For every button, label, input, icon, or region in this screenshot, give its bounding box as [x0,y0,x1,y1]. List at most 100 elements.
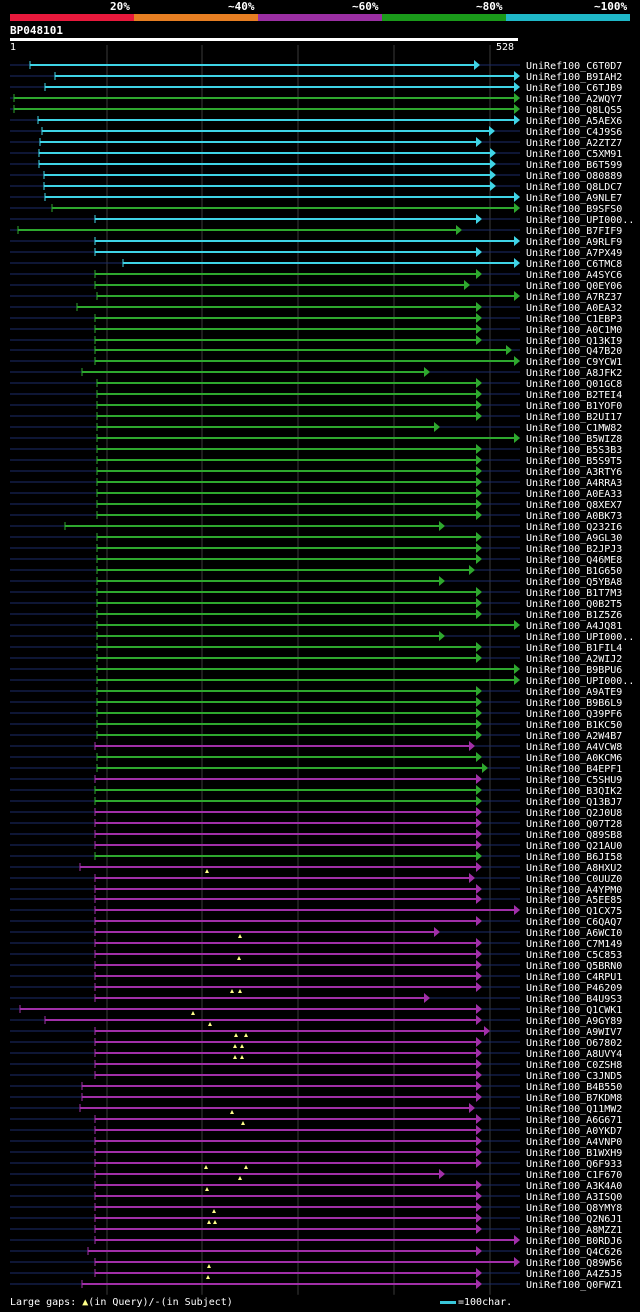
query-gap-marker-icon [238,1176,242,1180]
hit-label: UniRef100_Q0EY06 [526,281,622,292]
hit-arrow-icon [514,620,520,630]
hit-label: UniRef100_B1YOF0 [526,401,622,412]
hit-label: UniRef100_B5WIZ8 [526,434,622,445]
hit-label: UniRef100_B1WXH9 [526,1148,622,1159]
hit-arrow-icon [514,905,520,915]
hit-label: UniRef100_C9YCW1 [526,357,622,368]
hit-arrow-icon [476,653,482,663]
hit-arrow-icon [476,1213,482,1223]
query-gap-marker-icon [230,989,234,993]
query-gap-marker-icon [240,1044,244,1048]
hit-label: UniRef100_Q6F933 [526,1159,622,1170]
hit-arrow-icon [439,576,445,586]
hit-arrow-icon [476,1004,482,1014]
hit-label: UniRef100_C0UUZ0 [526,874,622,885]
hit-label: UniRef100_A4VCW8 [526,742,622,753]
hit-arrow-icon [476,916,482,926]
hit-label: UniRef100_B0RDJ6 [526,1236,622,1247]
hit-arrow-icon [506,345,512,355]
hit-label: UniRef100_UPI000.. [526,632,634,643]
hit-label: UniRef100_B1KC50 [526,720,622,731]
hit-arrow-icon [476,807,482,817]
hit-arrow-icon [514,1257,520,1267]
hit-arrow-icon [476,982,482,992]
hit-label: UniRef100_UPI000.. [526,215,634,226]
query-gap-marker-icon [205,869,209,873]
hit-label: UniRef100_A4SYC6 [526,270,622,281]
legend-label-40: ~40% [228,0,255,13]
hit-label: UniRef100_A5AEX6 [526,116,622,127]
query-gap-marker-icon [244,1033,248,1037]
hit-arrow-icon [476,686,482,696]
hit-arrow-icon [476,400,482,410]
scale-swatch-icon [440,1300,456,1304]
hit-label: UniRef100_Q1CX75 [526,906,622,917]
hit-label: UniRef100_C7M149 [526,939,622,950]
legend-bar-100 [506,14,630,21]
hit-arrow-icon [456,225,462,235]
hit-label: UniRef100_B5S3B3 [526,445,622,456]
hit-arrow-icon [476,1081,482,1091]
query-gap-marker-icon [207,1220,211,1224]
hit-arrow-icon [476,774,482,784]
hit-label: UniRef100_Q8LQS5 [526,105,622,116]
query-gap-marker-icon [191,1011,195,1015]
query-gap-marker-icon [238,934,242,938]
hit-label: UniRef100_Q13BJ7 [526,797,622,808]
hit-label: UniRef100_A0BK73 [526,511,622,522]
hit-arrow-icon [476,598,482,608]
hit-label: UniRef100_B6JI58 [526,852,622,863]
hit-arrow-icon [476,1114,482,1124]
hit-arrow-icon [469,565,475,575]
hit-arrow-icon [514,104,520,114]
query-gap-icon: ▲ [82,1297,89,1308]
hit-arrow-icon [476,1224,482,1234]
hit-arrow-icon [476,1246,482,1256]
hit-arrow-icon [476,313,482,323]
query-name: BP048101 [10,24,63,37]
hit-label: UniRef100_B9B6L9 [526,698,622,709]
hit-arrow-icon [514,664,520,674]
hit-arrow-icon [476,796,482,806]
hit-label: UniRef100_Q11MW2 [526,1104,622,1115]
hit-arrow-icon [439,631,445,641]
hit-arrow-icon [476,971,482,981]
hit-arrow-icon [490,148,496,158]
ruler-start-label: 1 [10,42,17,53]
hit-arrow-icon [476,335,482,345]
hit-arrow-icon [514,71,520,81]
hit-label: UniRef100_Q5BRN0 [526,961,622,972]
hit-arrow-icon [514,236,520,246]
hit-arrow-icon [476,554,482,564]
query-gap-marker-icon [207,1264,211,1268]
hit-arrow-icon [476,444,482,454]
hit-label: UniRef100_Q0FWZ1 [526,1280,622,1291]
hit-label: UniRef100_Q07T28 [526,819,622,830]
hit-label: UniRef100_P46209 [526,983,622,994]
query-gap-marker-icon [213,1220,217,1224]
hit-label: UniRef100_A3K4A0 [526,1181,622,1192]
hit-label: UniRef100_C5XM91 [526,149,622,160]
hit-label: UniRef100_A7PX49 [526,248,622,259]
hit-label: UniRef100_C6T0D7 [526,61,622,72]
hit-label: UniRef100_B2TEI4 [526,390,622,401]
hit-arrow-icon [476,719,482,729]
query-gap-marker-icon [234,1033,238,1037]
hit-label: UniRef100_Q13KI9 [526,336,622,347]
query-gap-marker-icon [212,1209,216,1213]
hit-label: UniRef100_A0YKD7 [526,1126,622,1137]
hit-label: UniRef100_Q1CWK1 [526,1005,622,1016]
subject-gap-icon: - [154,1297,161,1308]
hit-label: UniRef100_B1FIL4 [526,643,622,654]
hit-label: UniRef100_B1T7M3 [526,588,622,599]
hit-arrow-icon [476,818,482,828]
hit-label: UniRef100_B4B550 [526,1082,622,1093]
legend-label-20: 20% [110,0,130,13]
hit-label: UniRef100_A3ISQ0 [526,1192,622,1203]
query-gap-marker-icon [204,1165,208,1169]
hit-label: UniRef100_Q8YMY8 [526,1203,622,1214]
hit-arrow-icon [476,730,482,740]
hit-label: UniRef100_B4EPF1 [526,764,622,775]
hit-arrow-icon [476,829,482,839]
hit-arrow-icon [514,433,520,443]
